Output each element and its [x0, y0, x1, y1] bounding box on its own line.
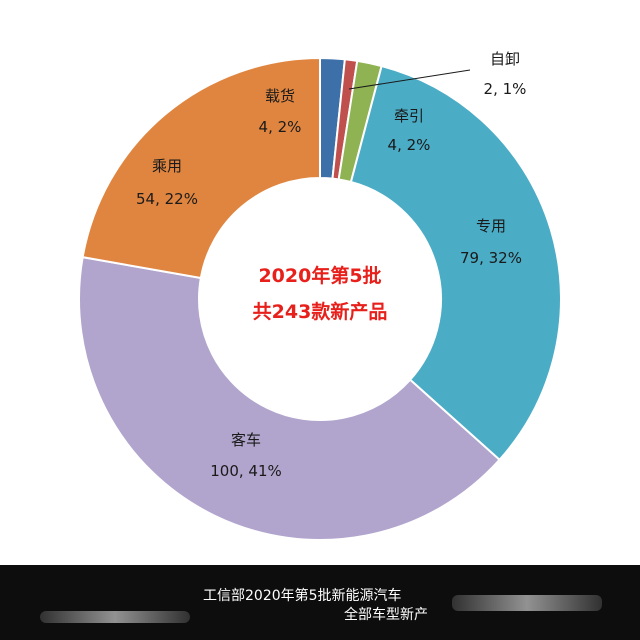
slice-label-value-3: 79, 32%: [460, 249, 522, 267]
slice-label-name-5: 乘用: [152, 157, 182, 175]
slice-label-name-2: 牵引: [394, 107, 424, 125]
zixie-leader-line: [348, 69, 471, 90]
slice-label-name-3: 专用: [476, 217, 506, 235]
slice-label-name-0: 载货: [265, 87, 295, 105]
slice-label-name-4: 客车: [231, 431, 261, 449]
blurred-overlay-right: [452, 595, 602, 611]
donut-slices: [78, 56, 562, 541]
slice-label-value-1: 2, 1%: [484, 80, 527, 98]
slice-5: [81, 56, 321, 280]
slice-3: [349, 64, 562, 462]
slice-4: [78, 255, 501, 541]
center-subtitle: 共243款新产品: [253, 300, 388, 323]
donut-chart: 载货 4, 2% 自卸 2, 1% 牵引 4, 2% 专用 79, 32% 客车 100, 41%…: [78, 50, 562, 541]
center-title: 2020年第5批: [258, 264, 381, 287]
blurred-overlay-left: [40, 611, 190, 623]
slice-label-name-1: 自卸: [490, 50, 520, 68]
caption-line-2: 全部车型新产: [344, 607, 428, 623]
caption-line-1: 工信部2020年第5批新能源汽车: [203, 588, 402, 604]
slice-label-value-5: 54, 22%: [136, 190, 198, 208]
caption-bar: 工信部2020年第5批新能源汽车 全部车型新产: [0, 565, 640, 640]
slice-labels: 载货 4, 2% 自卸 2, 1% 牵引 4, 2% 专用 79, 32% 客车 100, 41%…: [136, 50, 526, 480]
slice-label-value-0: 4, 2%: [259, 118, 302, 136]
slice-label-value-4: 100, 41%: [210, 462, 282, 480]
slice-label-value-2: 4, 2%: [388, 136, 431, 154]
